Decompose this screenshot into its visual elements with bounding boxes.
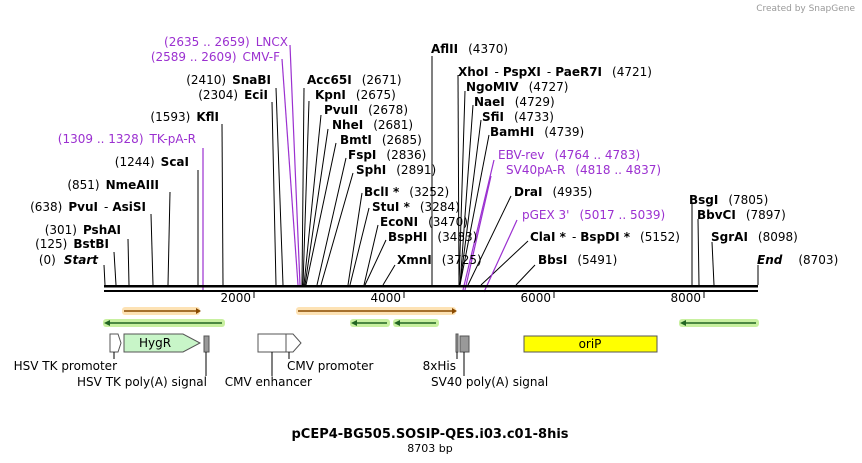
site-naei[interactable]: NaeI (4729) <box>474 95 555 109</box>
site-xmni[interactable]: XmnI (3725) <box>397 253 482 267</box>
label-hsv-tk-polya: HSV TK poly(A) signal <box>77 375 207 389</box>
site-xhoi-pspxi-paer7i[interactable]: XhoI - PspXI - PaeR7I (4721) <box>458 65 652 79</box>
feature-hsv-tk-polya[interactable] <box>203 335 210 353</box>
tick-8000: 8000 <box>670 291 701 305</box>
site-ebv-rev[interactable]: EBV-rev (4764 .. 4783) <box>498 148 640 162</box>
site-aflii[interactable]: AflII (4370) <box>431 42 508 56</box>
tick-6000: 6000 <box>520 291 551 305</box>
feature-hygr-label: HygR <box>139 336 171 350</box>
orf-arrow-2[interactable] <box>296 307 457 315</box>
site-cmv-f[interactable]: (2589 .. 2609) CMV-F <box>151 50 280 64</box>
left-sites: (2635 .. 2659) LNCX (2589 .. 2609) CMV-F (… <box>30 35 288 267</box>
label-8xhis: 8xHis <box>423 359 456 373</box>
site-pvuii[interactable]: PvuII (2678) <box>324 103 408 117</box>
feature-sv40-polya[interactable] <box>459 335 470 353</box>
site-sfii[interactable]: SfiI (4733) <box>482 110 554 124</box>
tick-2000: 2000 <box>220 291 251 305</box>
site-bcli[interactable]: BclI * (3252) <box>364 185 449 199</box>
orf-arrow-5[interactable] <box>393 319 439 327</box>
backbone: 2000 4000 6000 8000 <box>104 285 758 305</box>
site-drai[interactable]: DraI (4935) <box>514 185 592 199</box>
map-title: pCEP4-BG505.SOSIP-QES.i03.c01-8his <box>291 427 568 442</box>
site-sphi[interactable]: SphI (2891) <box>356 163 436 177</box>
site-clai-bspdi[interactable]: ClaI * - BspDI * (5152) <box>530 230 680 244</box>
site-pvui-asisi[interactable]: (638) PvuI - AsiSI <box>30 200 146 214</box>
site-bmti[interactable]: BmtI (2685) <box>340 133 422 147</box>
site-ngomiv[interactable]: NgoMIV (4727) <box>466 80 568 94</box>
site-scai[interactable]: (1244) ScaI <box>115 155 189 169</box>
site-nmeaiii[interactable]: (851) NmeAIII <box>67 178 159 192</box>
site-nhei[interactable]: NheI (2681) <box>332 118 413 132</box>
orf-arrow-3[interactable] <box>103 319 225 327</box>
leader-lines <box>103 56 759 286</box>
site-kfli[interactable]: (1593) KflI <box>150 110 219 124</box>
site-fspi[interactable]: FspI (2836) <box>348 148 426 162</box>
site-bsgi[interactable]: BsgI (7805) <box>689 193 768 207</box>
orf-arrow-1[interactable] <box>122 307 201 315</box>
site-end[interactable]: End (8703) <box>757 253 838 267</box>
site-bsphi[interactable]: BspHI (3483) <box>388 230 477 244</box>
site-bbvci[interactable]: BbvCI (7897) <box>697 208 786 222</box>
watermark: Created by SnapGene <box>756 4 855 14</box>
feature-orip[interactable]: oriP <box>523 335 658 353</box>
feature-orip-label: oriP <box>579 337 602 351</box>
orf-arrow-6[interactable] <box>679 319 759 327</box>
site-econi[interactable]: EcoNI (3470) <box>380 215 468 229</box>
site-pshai[interactable]: (301) PshAI <box>45 223 121 237</box>
label-sv40-polya: SV40 poly(A) signal <box>431 375 548 389</box>
site-kpni[interactable]: KpnI (2675) <box>315 88 396 102</box>
feature-cmv-enhancer[interactable] <box>257 333 287 353</box>
feature-hygr[interactable]: HygR <box>123 333 202 353</box>
orf-arrow-4[interactable] <box>350 319 390 327</box>
site-start[interactable]: (0) Start <box>39 253 99 267</box>
site-pgex-3[interactable]: pGEX 3' (5017 .. 5039) <box>522 208 665 222</box>
label-cmv-promoter: CMV promoter <box>287 359 374 373</box>
site-bstbi[interactable]: (125) BstBI <box>35 237 109 251</box>
site-sv40pa-r[interactable]: SV40pA-R (4818 .. 4837) <box>506 163 661 177</box>
label-cmv-enhancer: CMV enhancer <box>225 375 312 389</box>
far-right-sites: BsgI (7805) BbvCI (7897) SgrAI (8098) End (8… <box>689 193 838 267</box>
site-ecii[interactable]: (2304) EciI <box>198 88 268 102</box>
feature-cmv-promoter[interactable] <box>285 333 302 353</box>
feature-leaders <box>113 352 465 376</box>
site-lncx[interactable]: (2635 .. 2659) LNCX <box>164 35 288 49</box>
site-snabi[interactable]: (2410) SnaBI <box>186 73 271 87</box>
label-hsv-tk-promoter: HSV TK promoter <box>14 359 117 373</box>
right-sites: XhoI - PspXI - PaeR7I (4721) NgoMIV (4727) Nae… <box>458 65 680 267</box>
tick-4000: 4000 <box>370 291 401 305</box>
mid-sites: Acc65I (2671) KpnI (2675) PvuII (2678) NheI… <box>307 42 508 267</box>
map-subtitle: 8703 bp <box>407 442 452 455</box>
feature-hsv-tk-promoter[interactable] <box>109 333 122 353</box>
primer-leaders <box>202 44 518 293</box>
site-stui[interactable]: StuI * (3284) <box>372 200 460 214</box>
site-bamhi[interactable]: BamHI (4739) <box>490 125 584 139</box>
site-bbsi[interactable]: BbsI (5491) <box>538 253 617 267</box>
site-acc65i[interactable]: Acc65I (2671) <box>307 73 402 87</box>
orf-arrows <box>103 307 759 327</box>
site-tk-pa-r[interactable]: (1309 .. 1328) TK-pA-R <box>58 132 196 146</box>
feature-8xhis[interactable] <box>455 333 459 353</box>
features: HygR oriP <box>109 333 658 353</box>
site-sgrai[interactable]: SgrAI (8098) <box>711 230 798 244</box>
